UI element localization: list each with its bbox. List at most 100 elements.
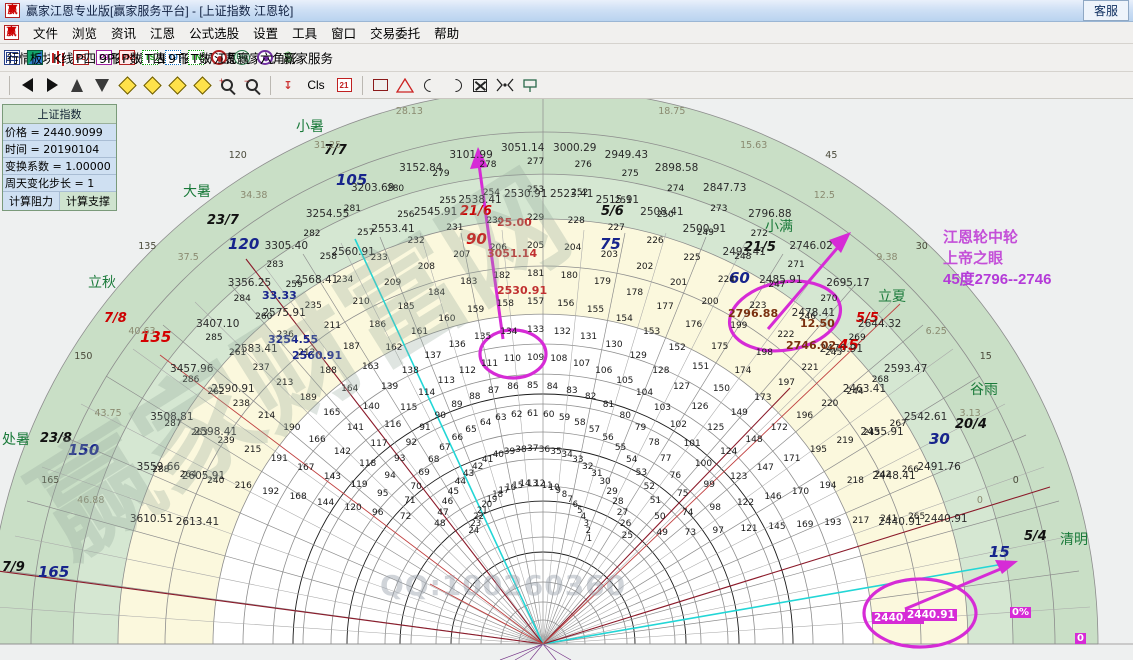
calc-support-button[interactable]: 计算支撑 [60,192,116,210]
calc-resistance-button[interactable]: 计算阻力 [3,192,60,210]
spiral-number: 210 [352,297,370,308]
spiral-number: 67 [439,443,451,454]
spiral-number: 183 [460,277,478,288]
spiral-number: 54 [625,454,638,465]
price-inner-value: 2530.91 [503,187,548,200]
menu-item-gann[interactable]: 江恩 [150,27,176,41]
rectangle-tool-icon[interactable] [368,75,392,96]
red-angle-lines [159,303,901,645]
menu-item-formula-stock-picking[interactable]: 公式选股 [189,27,240,41]
down-pointer-icon[interactable] [90,75,114,96]
spiral-number: 92 [405,437,418,448]
spiral-number: 91 [419,423,431,434]
toolbar-label: 赢家服务 [283,51,334,66]
spiral-number: 89 [451,400,463,411]
menu-item-settings[interactable]: 设置 [253,27,279,41]
price-inner-value: 2500.91 [682,223,727,236]
date-label-20-4: 20/4 [955,417,987,432]
gann-wheel-chart[interactable]: 赢家财富网 QQ:100260360 小暑 7/7 105 大暑 23/7 12… [0,99,1133,660]
diamond-up-icon[interactable] [165,75,189,96]
toolbar-button-winner-wheel[interactable]: Big 赢家轮 [234,50,275,66]
calendar-icon[interactable]: 21 [332,75,356,96]
diamond-right-icon[interactable] [140,75,164,96]
spiral-number: 244 [846,386,864,397]
gann-wheel-svg [0,99,1133,660]
price-inner-value: 2605.91 [181,470,226,483]
shrink-tool-icon[interactable] [493,75,517,96]
toolbar-button-gann-wheel[interactable]: 江恩轮 [211,50,252,66]
toolbar-button-9t-square[interactable]: T9 9T四方形 [165,50,221,66]
price-inner-value: 2538.41 [458,193,502,206]
menu-item-window[interactable]: 窗口 [331,27,357,41]
menu-item-help[interactable]: 帮助 [434,27,460,41]
spiral-number: 34 [561,450,573,461]
up-pointer-icon[interactable] [65,75,89,96]
date-label-21-5: 21/5 [744,240,776,255]
maroon-angle-lines [0,258,1051,645]
diamond-down-icon[interactable] [190,75,214,96]
crossbox-tool-icon[interactable] [468,75,492,96]
price-inner-value: 2560.91 [331,246,375,259]
degree-scale-value: 46.88 [77,494,105,506]
menu-item-tools[interactable]: 工具 [292,27,318,41]
spiral-number: 250 [656,209,674,220]
solar-term-chushu: 处暑 [2,432,30,448]
toolbar-button-p-number-table[interactable]: PN P数字表 [119,50,167,66]
highlighted-value: 2530.91 [497,284,548,297]
customer-service-button[interactable]: 客服 [1082,0,1129,21]
toolbar-button-t-square[interactable]: TS T四方形 [142,50,190,66]
diamond-left-icon[interactable] [115,75,139,96]
info-row-factor: 变换系数 = 1.00000 [3,158,116,175]
spiral-number: 158 [496,298,514,309]
arc-left-tool-icon[interactable] [418,75,442,96]
pin-tool-icon[interactable] [518,75,542,96]
menu-item-file[interactable]: 文件 [33,27,59,41]
menu-item-news[interactable]: 资讯 [111,27,137,41]
arc-right-tool-icon[interactable] [443,75,467,96]
menu-item-trading[interactable]: 交易委托 [370,27,421,41]
toolbar-button-9p-square[interactable]: P9 9P四方形 [96,50,152,66]
spiral-number: 29 [606,486,618,497]
spiral-number: 30 [599,477,611,488]
spiral-number: 189 [299,393,317,404]
toolbar-button-kline[interactable]: K线 [50,50,74,66]
spiral-number: 133 [527,325,545,335]
spiral-number: 207 [453,250,471,261]
quote-info-panel[interactable]: 上证指数 价格 = 2440.9099 时间 = 20190104 变换系数 =… [2,104,117,211]
price-outer-value: 3559.66 [136,461,181,474]
cls-button[interactable]: Cls [301,75,331,96]
toolbar-button-p-square[interactable]: PS P四方形 [73,50,121,66]
triangle-tool-icon[interactable] [393,75,417,96]
spiral-number: 6 [572,500,579,511]
spiral-number: 262 [207,386,225,397]
spiral-number: 224 [717,274,736,285]
menu-logo-icon: 赢 [4,25,19,40]
toolbar-label: 行情 [7,51,33,66]
gann-wheel-icon [211,50,227,65]
spiral-number: 233 [370,252,388,263]
spiral-number: 257 [357,228,375,239]
toolbar-button-hexagon[interactable]: 六角形 [257,50,298,66]
price-inner-value: 2493.41 [722,246,766,259]
spiral-number: 38 [515,444,527,455]
price-outer-value: 2542.61 [903,411,948,424]
spiral-number: 258 [319,252,337,262]
toolbar-button-t-number-table[interactable]: TN T数字表 [188,50,236,66]
spiral-number: 213 [276,378,294,389]
zoom-in-icon[interactable]: + [215,75,239,96]
radial-spokes [0,99,1098,645]
toolbar-button-quotes[interactable]: 行情 [4,50,32,66]
spiral-number: 178 [625,287,644,298]
spiral-number: 52 [643,481,656,492]
toolbar-button-winner-service[interactable]: $ 赢家服务 [280,50,333,66]
zoom-out-icon[interactable]: − [240,75,264,96]
watermark-qq: QQ:100260360 [380,569,627,602]
prev-arrow-icon[interactable] [15,75,39,96]
candlestick-icon [50,50,66,65]
degree-scale-value: 31.25 [313,140,342,152]
toolbar-button-sectors[interactable]: 板块 [27,50,55,66]
next-arrow-icon[interactable] [40,75,64,96]
vertical-scale-icon[interactable]: ↧ [283,79,293,92]
spiral-number: 185 [397,302,415,313]
menu-item-browse[interactable]: 浏览 [72,27,98,41]
